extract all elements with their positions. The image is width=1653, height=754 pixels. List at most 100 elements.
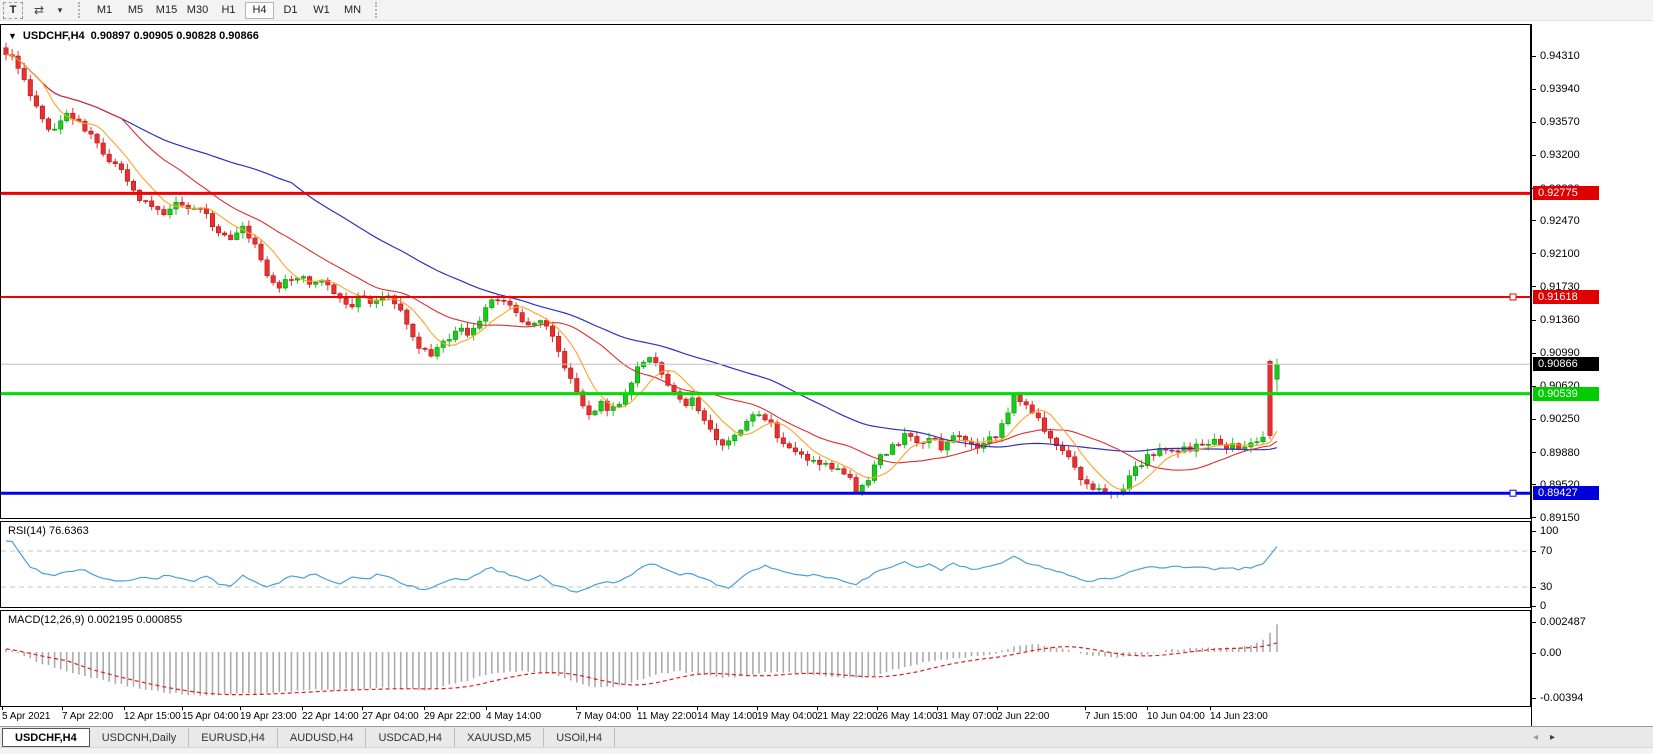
candle-body	[331, 284, 337, 294]
timeframe-button-h4[interactable]: H4	[245, 1, 274, 19]
macd-label: MACD(12,26,9) 0.002195 0.000855	[8, 614, 183, 626]
tick-mark	[1532, 154, 1536, 156]
timeframe-button-h1[interactable]: H1	[214, 2, 243, 19]
timeframe-button-d1[interactable]: D1	[276, 2, 305, 19]
candle-body	[1084, 479, 1090, 485]
tick-mark	[1532, 697, 1536, 699]
candle-body	[1011, 394, 1017, 414]
candle-body	[301, 276, 307, 279]
price-chart-pane[interactable]: ▼ USDCHF,H4 0.90897 0.90905 0.90828 0.90…	[0, 24, 1531, 519]
candle-body	[1126, 475, 1132, 490]
tick-label: 0.93570	[1540, 116, 1580, 129]
tab-scroll-right-icon[interactable]: ▸	[1549, 732, 1555, 743]
tick-label: 0.002487	[1540, 616, 1586, 628]
candle-body	[507, 300, 513, 306]
tab-eurusd-h4[interactable]: EURUSD,H4	[189, 728, 278, 747]
candle-body	[707, 420, 713, 430]
tick-label: 0	[1540, 600, 1547, 612]
candle-body	[82, 120, 88, 132]
time-tick	[697, 707, 698, 710]
candle-body	[944, 441, 950, 451]
tab-audusd-h4[interactable]: AUDUSD,H4	[278, 728, 367, 747]
time-tick	[486, 707, 487, 710]
arrange-windows-button[interactable]: ⇄	[29, 2, 49, 19]
candle-body	[774, 422, 780, 439]
timeframe-button-m15[interactable]: M15	[152, 2, 181, 19]
tick-label: 30	[1540, 581, 1553, 593]
candle-body	[94, 133, 100, 144]
timeframe-button-w1[interactable]: W1	[307, 2, 336, 19]
arrange-dropdown-button[interactable]: ▾	[50, 2, 70, 19]
time-tick	[997, 707, 998, 710]
candle-body	[883, 454, 889, 456]
date-label: 2 Jun 22:00	[997, 711, 1050, 722]
time-tick	[302, 707, 303, 710]
candle-body	[313, 281, 319, 285]
tick-label: 0.92470	[1540, 214, 1580, 227]
rsi-tick: 70	[1532, 544, 1552, 558]
rsi-tick: 30	[1532, 580, 1552, 594]
timeframe-button-mn[interactable]: MN	[338, 2, 367, 19]
candle-body	[732, 434, 738, 442]
timeframe-button-m1[interactable]: M1	[90, 2, 119, 19]
candle-body	[780, 437, 786, 444]
tick-label: 0.94310	[1540, 50, 1580, 62]
candle-body	[446, 339, 452, 342]
price-chart-canvas[interactable]	[1, 25, 1530, 518]
candle-body	[1023, 401, 1029, 406]
tick-mark	[1532, 55, 1536, 57]
candle-body	[27, 79, 33, 97]
tab-usdcad-h4[interactable]: USDCAD,H4	[366, 728, 456, 747]
candle-body	[792, 447, 798, 453]
tick-label: 0.89150	[1540, 511, 1580, 524]
candle-body	[288, 279, 294, 281]
tick-mark	[1532, 286, 1536, 288]
candle-body	[1260, 436, 1266, 443]
candle-body	[167, 208, 173, 215]
time-axis[interactable]: 5 Apr 2021 7 Apr 22:00 12 Apr 15:00 15 Apr …	[0, 707, 1531, 726]
candle-body	[987, 436, 993, 444]
collapse-icon[interactable]: ▼	[8, 31, 17, 41]
tab-usoil-h4[interactable]: USOil,H4	[544, 728, 616, 747]
candle-body	[1017, 394, 1023, 403]
tick-mark	[1532, 530, 1536, 532]
candle-body	[1175, 450, 1181, 453]
candle-body	[738, 429, 744, 436]
tab-usdchf-h4[interactable]: USDCHF,H4	[2, 728, 90, 747]
candle-body	[713, 428, 719, 441]
text-tool-button[interactable]: T	[3, 1, 23, 19]
date-label: 27 Apr 04:00	[362, 711, 419, 722]
time-tick	[1147, 707, 1148, 710]
price-badge-0.92775: 0.92775	[1533, 186, 1599, 201]
candle-body	[847, 473, 853, 478]
time-tick	[124, 707, 125, 710]
timeframe-button-m30[interactable]: M30	[183, 2, 212, 19]
rsi-pane[interactable]: RSI(14) 76.6363	[0, 521, 1531, 608]
level-handle[interactable]	[1509, 489, 1517, 497]
macd-signal-line	[5, 642, 1278, 696]
tab-usdcnh-daily[interactable]: USDCNH,Daily	[90, 728, 190, 747]
candle-body	[1211, 438, 1217, 445]
time-tick	[1085, 707, 1086, 710]
tick-label: 0.92100	[1540, 247, 1580, 260]
candle-body	[726, 440, 732, 446]
tab-scroll-left-icon[interactable]: ◂	[1532, 732, 1538, 743]
tick-label: -0.00394	[1540, 692, 1584, 704]
candle-body	[914, 436, 920, 443]
macd-canvas[interactable]	[1, 611, 1530, 706]
candle-body	[1274, 363, 1280, 380]
candle-body	[562, 351, 568, 369]
price-axis[interactable]: 0.943100.939400.935700.932000.928300.924…	[1531, 24, 1653, 754]
tab-xauusd-m5[interactable]: XAUUSD,M5	[455, 728, 545, 747]
time-tick	[62, 707, 63, 710]
macd-pane[interactable]: MACD(12,26,9) 0.002195 0.000855	[0, 610, 1531, 707]
candle-body	[938, 438, 944, 451]
candle-body	[1145, 454, 1151, 466]
rsi-canvas[interactable]	[1, 522, 1530, 607]
candle-body	[434, 347, 440, 357]
candle-body	[604, 400, 610, 411]
candle-body	[659, 362, 665, 375]
level-handle[interactable]	[1509, 293, 1517, 301]
timeframe-button-m5[interactable]: M5	[121, 2, 150, 19]
candle-body	[896, 444, 902, 446]
